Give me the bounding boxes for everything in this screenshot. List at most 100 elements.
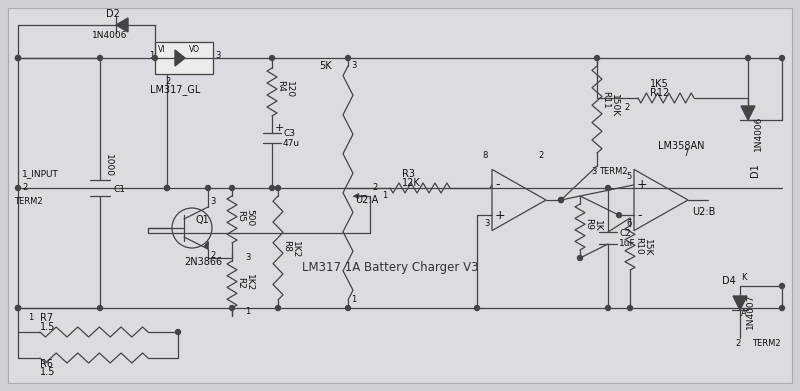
Text: U2:A: U2:A bbox=[355, 195, 378, 205]
Circle shape bbox=[270, 56, 274, 61]
Circle shape bbox=[779, 56, 785, 61]
Text: 3: 3 bbox=[351, 61, 356, 70]
Bar bbox=[155, 42, 213, 74]
Text: R2: R2 bbox=[236, 277, 245, 289]
Circle shape bbox=[153, 56, 158, 61]
Text: TERM2: TERM2 bbox=[752, 339, 781, 348]
Circle shape bbox=[346, 305, 350, 310]
Circle shape bbox=[275, 185, 281, 190]
Text: 1K2: 1K2 bbox=[245, 274, 254, 292]
Circle shape bbox=[165, 185, 170, 190]
Text: R10: R10 bbox=[634, 237, 643, 255]
Text: 8: 8 bbox=[482, 151, 487, 160]
Circle shape bbox=[627, 305, 633, 310]
Text: 1: 1 bbox=[351, 296, 356, 305]
Text: TERM2: TERM2 bbox=[14, 197, 42, 206]
Text: 1: 1 bbox=[245, 307, 250, 316]
Circle shape bbox=[270, 185, 274, 190]
Circle shape bbox=[98, 305, 102, 310]
Text: +: + bbox=[495, 209, 506, 222]
Text: 1.5: 1.5 bbox=[40, 322, 55, 332]
Polygon shape bbox=[204, 242, 208, 249]
Text: 1N4006: 1N4006 bbox=[92, 32, 127, 41]
Text: R3: R3 bbox=[402, 169, 415, 179]
Circle shape bbox=[275, 305, 281, 310]
Text: R9: R9 bbox=[584, 218, 593, 230]
Text: 1.5: 1.5 bbox=[40, 367, 55, 377]
Text: VI: VI bbox=[158, 45, 166, 54]
Text: 1uF: 1uF bbox=[619, 239, 636, 248]
Polygon shape bbox=[741, 106, 755, 120]
Text: 1_INPUT: 1_INPUT bbox=[22, 170, 59, 179]
Text: D4: D4 bbox=[722, 276, 736, 286]
Text: VO: VO bbox=[189, 45, 200, 54]
Text: 500: 500 bbox=[245, 209, 254, 227]
Circle shape bbox=[746, 56, 750, 61]
Circle shape bbox=[15, 305, 21, 310]
Circle shape bbox=[15, 185, 21, 190]
Text: U2:B: U2:B bbox=[692, 207, 715, 217]
Text: 3: 3 bbox=[245, 253, 250, 262]
Text: 15K: 15K bbox=[643, 239, 652, 256]
Text: 120: 120 bbox=[285, 81, 294, 99]
Text: 1K5: 1K5 bbox=[650, 79, 669, 89]
Text: 3: 3 bbox=[591, 167, 596, 176]
Circle shape bbox=[606, 185, 610, 190]
Text: D1: D1 bbox=[750, 163, 760, 177]
Text: 1: 1 bbox=[28, 314, 34, 323]
Text: Q1: Q1 bbox=[196, 215, 210, 225]
Text: 5: 5 bbox=[626, 172, 631, 181]
Text: 1: 1 bbox=[149, 50, 154, 59]
Text: C3: C3 bbox=[283, 129, 295, 138]
Text: 1N4006: 1N4006 bbox=[754, 115, 763, 151]
Circle shape bbox=[779, 305, 785, 310]
Text: 5K: 5K bbox=[320, 61, 332, 71]
Text: C2: C2 bbox=[619, 228, 631, 237]
Text: 1000: 1000 bbox=[104, 154, 113, 178]
Text: -: - bbox=[637, 209, 642, 222]
Text: R12: R12 bbox=[650, 88, 670, 98]
Text: 1N4007: 1N4007 bbox=[746, 293, 755, 329]
Polygon shape bbox=[116, 18, 128, 32]
Text: 2: 2 bbox=[22, 183, 27, 192]
Text: 2: 2 bbox=[624, 102, 630, 111]
Text: 47u: 47u bbox=[283, 140, 300, 149]
Circle shape bbox=[15, 56, 21, 61]
Text: A: A bbox=[741, 308, 746, 317]
Text: 2: 2 bbox=[372, 183, 378, 192]
Text: C1: C1 bbox=[114, 185, 126, 194]
Text: LM358AN: LM358AN bbox=[658, 141, 705, 151]
Text: R7: R7 bbox=[40, 313, 53, 323]
Text: LM317 1A Battery Charger V3: LM317 1A Battery Charger V3 bbox=[302, 262, 478, 274]
Text: 1: 1 bbox=[382, 192, 387, 201]
Text: 1K2: 1K2 bbox=[291, 241, 300, 258]
Text: 2N3866: 2N3866 bbox=[184, 257, 222, 267]
Circle shape bbox=[474, 305, 479, 310]
Circle shape bbox=[15, 305, 21, 310]
FancyBboxPatch shape bbox=[8, 8, 792, 383]
Text: LM317_GL: LM317_GL bbox=[150, 84, 200, 95]
Circle shape bbox=[578, 255, 582, 260]
Circle shape bbox=[165, 185, 170, 190]
Text: R5: R5 bbox=[236, 210, 245, 222]
Text: 2: 2 bbox=[735, 339, 740, 348]
Text: 7: 7 bbox=[683, 149, 688, 158]
Text: 2: 2 bbox=[538, 151, 543, 160]
Text: 2: 2 bbox=[210, 251, 215, 260]
Circle shape bbox=[206, 185, 210, 190]
Polygon shape bbox=[733, 296, 747, 310]
Text: +: + bbox=[637, 178, 648, 191]
Circle shape bbox=[594, 56, 599, 61]
Circle shape bbox=[558, 197, 563, 203]
Text: 1K: 1K bbox=[593, 220, 602, 232]
Text: 12K: 12K bbox=[402, 178, 421, 188]
Circle shape bbox=[779, 283, 785, 289]
Circle shape bbox=[175, 330, 181, 334]
Text: 3: 3 bbox=[210, 197, 215, 206]
Text: 6: 6 bbox=[626, 219, 631, 228]
Text: D2: D2 bbox=[106, 9, 120, 19]
Text: R11: R11 bbox=[601, 91, 610, 109]
Text: 2: 2 bbox=[165, 77, 170, 86]
Text: 150K: 150K bbox=[610, 95, 619, 118]
Text: 3: 3 bbox=[215, 50, 220, 59]
